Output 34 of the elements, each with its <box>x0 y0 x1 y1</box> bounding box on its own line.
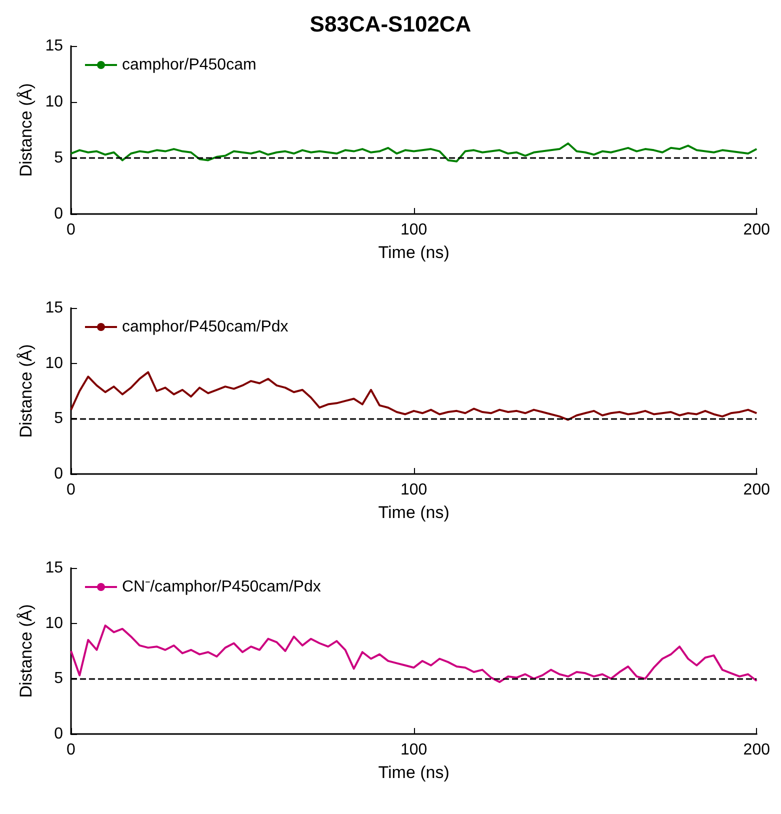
x-tick-label: 200 <box>743 222 770 238</box>
chart-title: S83CA-S102CA <box>310 12 472 36</box>
line-series <box>70 371 758 421</box>
x-axis-title: Time (ns) <box>378 503 450 522</box>
x-axis-title: Time (ns) <box>378 763 450 782</box>
x-tick-label: 100 <box>400 222 428 238</box>
legend-label: CN⁻/camphor/P450cam/Pdx <box>122 578 321 596</box>
y-tick-label: 0 <box>54 466 64 482</box>
x-tick-label: 100 <box>400 742 428 758</box>
x-tick-label: 0 <box>66 482 76 498</box>
x-tick-label: 0 <box>66 222 76 238</box>
legend-label: camphor/P450cam <box>122 56 256 74</box>
y-tick-label: 10 <box>45 94 64 110</box>
y-tick-label: 5 <box>54 670 64 688</box>
x-tick-label: 200 <box>743 482 770 498</box>
line-series <box>70 624 758 683</box>
x-axis-title: Time (ns) <box>378 243 450 262</box>
y-tick-label: 0 <box>54 206 64 222</box>
y-tick-label: 5 <box>54 410 64 428</box>
y-tick-label: 15 <box>45 560 64 576</box>
y-tick-label: 10 <box>45 354 64 372</box>
y-axis-title: Distance (Å) <box>16 604 36 698</box>
x-tick-label: 100 <box>400 482 428 498</box>
legend-label: camphor/P450cam/Pdx <box>122 318 288 336</box>
y-tick-label: 15 <box>45 300 64 316</box>
y-axis-title: Distance (Å) <box>16 83 36 177</box>
y-tick-label: 5 <box>54 150 64 166</box>
y-tick-label: 0 <box>54 726 64 742</box>
y-tick-label: 10 <box>45 614 64 632</box>
x-tick-label: 0 <box>66 742 76 758</box>
y-axis-title: Distance (Å) <box>16 344 36 438</box>
x-tick-label: 200 <box>743 742 770 758</box>
line-series <box>70 142 758 162</box>
y-tick-label: 15 <box>45 38 64 54</box>
